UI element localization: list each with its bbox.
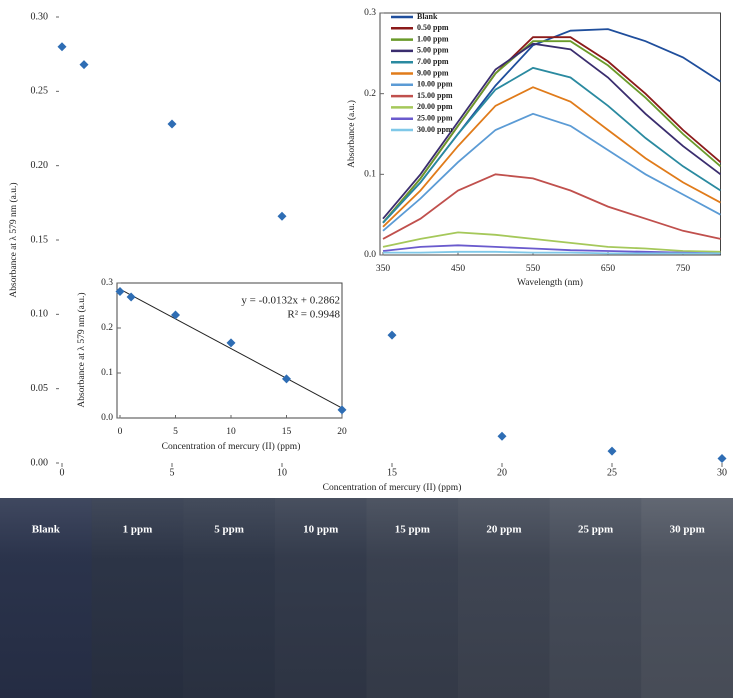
x-tick-label: 10 [277,467,287,478]
photo-label: 10 ppm [303,524,338,536]
spectrum-line [382,173,721,240]
x-tick-label: 20 [497,467,507,478]
spectrum-line [383,250,721,255]
x-tick-label: 30 [717,467,727,478]
x-tick-label: 650 [601,264,616,274]
data-point [607,446,617,456]
y-tick-label: 0.2 [364,89,376,99]
data-point [497,431,507,441]
y-tick-label: 0.25 [31,86,49,97]
y-tick-label: 0.1 [101,368,113,378]
y-axis-title: Absorbance at λ 579 nm (a.u.) [8,182,19,297]
x-axis-title: Concentration of mercury (II) (ppm) [162,441,301,452]
x-axis-title: Concentration of mercury (II) (ppm) [323,482,462,493]
spectrum-line [382,42,722,220]
legend-label: 1.00 ppm [417,34,449,43]
spectrum-line [382,231,721,253]
photo-label: 15 ppm [395,524,430,536]
data-point [167,119,177,129]
legend-label: 20.00 ppm [417,102,453,111]
legend-label: 30.00 ppm [417,125,453,134]
data-point [387,330,397,340]
x-tick-label: 550 [526,264,541,274]
y-axis-title: Absorbance at λ 579 nm (a.u.) [76,292,87,407]
y-axis-title: Absorbance (a.u.) [346,100,357,168]
x-axis-title: Wavelength (nm) [517,277,583,288]
y-tick-label: 0.0 [364,250,376,260]
spectrum-line [382,244,721,255]
x-tick-label: 5 [170,467,175,478]
data-point [171,310,180,320]
plot-frame [116,282,343,419]
photo-shade [91,498,184,698]
trend-line [119,288,343,409]
y-tick-label: 0.3 [101,278,113,288]
plot-frame [379,12,721,256]
y-tick-label: 0.05 [31,383,49,394]
y-tick-label: 0.10 [31,309,49,320]
legend-label: Blank [417,12,438,21]
photo-label: 1 ppm [123,524,153,536]
data-point [57,42,67,52]
x-tick-label: 750 [676,264,691,274]
x-tick-label: 25 [607,467,617,478]
photo-label: 20 ppm [486,524,521,536]
legend-label: 15.00 ppm [417,91,453,100]
x-tick-label: 10 [226,427,236,437]
photo-shade [549,498,642,698]
annotation: R² = 0.9948 [287,309,340,321]
x-tick-label: 15 [282,427,292,437]
legend-label: 9.00 ppm [417,68,449,77]
data-point [79,60,89,70]
spectrum-line [382,86,721,228]
spectrum-line [382,112,721,232]
y-tick-label: 0.20 [31,160,49,171]
y-tick-label: 0.1 [364,170,376,180]
spectrum-line [382,40,722,224]
data-point [277,211,287,221]
photo-shade [0,498,93,698]
y-tick-label: 0.0 [101,413,113,423]
x-tick-label: 20 [337,427,347,437]
photo-shade [183,498,276,698]
x-tick-label: 0 [118,427,123,437]
inset-background [66,268,352,460]
data-point [337,405,347,415]
photo-shade [274,498,367,698]
photo-label: 30 ppm [670,524,705,536]
x-tick-label: 350 [376,264,391,274]
y-tick-label: 0.2 [101,323,113,333]
data-point [126,292,136,302]
legend-label: 7.00 ppm [417,57,449,66]
data-point [226,338,236,348]
data-point [282,374,291,384]
photo-label: 25 ppm [578,524,613,536]
legend-label: 5.00 ppm [417,46,449,55]
data-point [717,454,727,464]
x-tick-label: 0 [60,467,65,478]
y-tick-label: 0.00 [31,457,49,468]
y-tick-label: 0.15 [31,234,49,245]
photo-label: 5 ppm [214,524,244,536]
spectrum-line [382,66,721,224]
photo-label: Blank [32,524,61,536]
data-point [115,287,125,297]
legend-label: 0.50 ppm [417,23,449,32]
photo-shade [641,498,733,698]
x-tick-label: 5 [173,427,178,437]
y-tick-label: 0.30 [31,11,49,22]
legend-label: 25.00 ppm [417,114,453,123]
legend-label: 10.00 ppm [417,80,453,89]
photo-shade [458,498,551,698]
y-tick-label: 0.3 [364,8,376,18]
x-tick-label: 450 [451,264,466,274]
photo-shade [366,498,459,698]
x-tick-label: 15 [387,467,397,478]
annotation: y = -0.0132x + 0.2862 [241,295,340,307]
